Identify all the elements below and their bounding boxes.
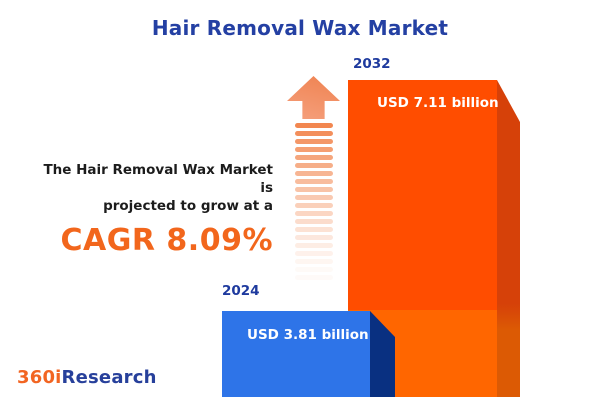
- growth-text-line2: projected to grow at a: [103, 197, 273, 214]
- bar-value-label-2024: USD 3.81 billion: [247, 327, 369, 343]
- growth-text-line1: The Hair Removal Wax Market is: [43, 162, 273, 196]
- up-arrow-icon: [287, 76, 340, 119]
- arrow-stripe: [295, 227, 333, 232]
- arrow-stripe: [295, 187, 333, 192]
- arrow-stripe: [295, 131, 333, 136]
- arrow-stripe: [295, 251, 333, 256]
- logo-research: Research: [61, 367, 157, 388]
- arrow-stripe: [295, 123, 333, 128]
- arrow-stripe: [295, 235, 333, 240]
- arrow-stripe: [295, 243, 333, 248]
- year-label-2024: 2024: [222, 283, 260, 299]
- arrow-stripe: [295, 195, 333, 200]
- cagr-text: CAGR 8.09%: [60, 223, 273, 259]
- arrow-stripe: [295, 163, 333, 168]
- arrow-tail-stripes: [295, 123, 333, 283]
- brand-logo: 360iResearch: [17, 367, 157, 388]
- arrow-stripe: [295, 211, 333, 216]
- arrow-stripe: [295, 259, 333, 264]
- arrow-stripe: [295, 275, 333, 280]
- arrow-stripe: [295, 171, 333, 176]
- arrow-stripe: [295, 155, 333, 160]
- arrow-stripe: [295, 147, 333, 152]
- bar-value-label-2032: USD 7.11 billion: [377, 95, 499, 111]
- logo-360i: 360i: [17, 367, 62, 388]
- bar-2024: [222, 311, 370, 397]
- arrow-stripe: [295, 203, 333, 208]
- arrow-stripe: [295, 267, 333, 272]
- arrow-stripe: [295, 139, 333, 144]
- year-label-2032: 2032: [353, 56, 391, 72]
- bar-2032-side-face: [497, 80, 520, 397]
- arrow-stripe: [295, 219, 333, 224]
- arrow-stripe: [295, 179, 333, 184]
- page-title: Hair Removal Wax Market: [151, 16, 449, 40]
- growth-text: The Hair Removal Wax Market is projected…: [33, 162, 273, 261]
